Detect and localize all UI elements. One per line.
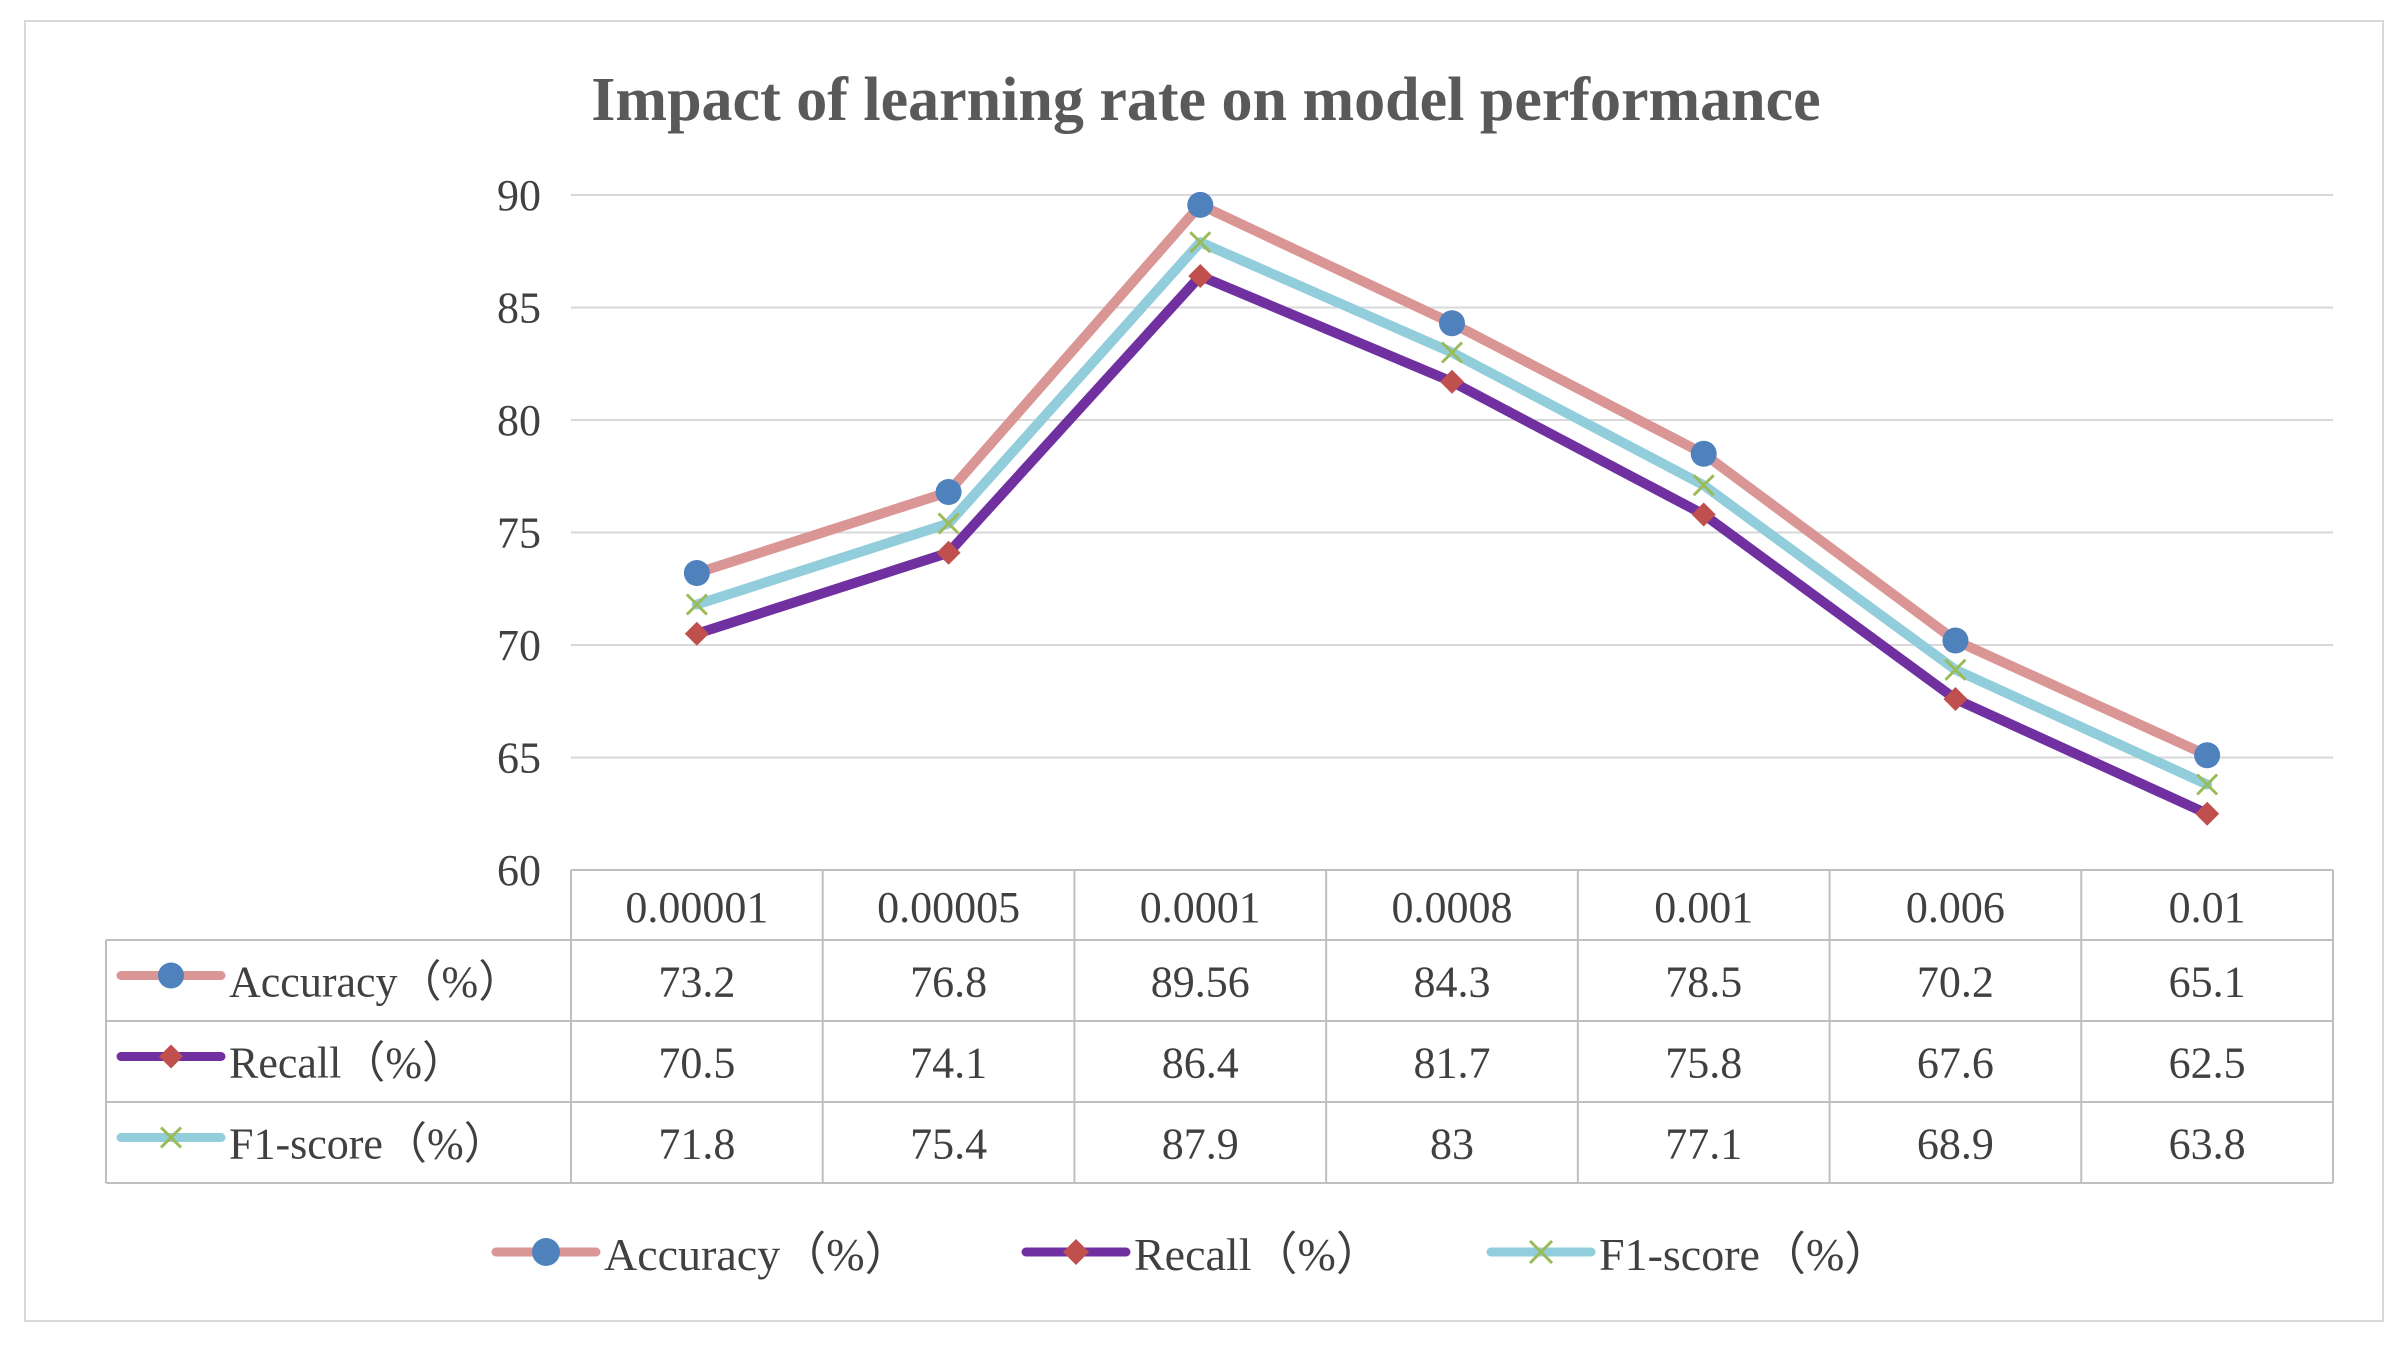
data-point — [937, 512, 960, 535]
table-value-cell: 70.5 — [658, 1039, 735, 1088]
data-point — [1440, 341, 1464, 364]
table-value-cell: 65.1 — [2169, 958, 2246, 1007]
y-tick-label: 75 — [497, 509, 541, 558]
data-point — [683, 560, 710, 586]
x-category-label: 0.00001 — [625, 883, 768, 932]
y-tick-label: 65 — [497, 734, 541, 783]
table-value-cell: 75.4 — [910, 1120, 987, 1169]
data-point — [1690, 440, 1717, 467]
data-point — [2194, 742, 2221, 769]
table-series-name: Accuracy（%） — [229, 958, 522, 1007]
table-value-cell: 67.6 — [1917, 1039, 1994, 1088]
data-point — [936, 540, 961, 565]
legend-key-marker — [532, 1238, 560, 1266]
table-value-cell: 81.7 — [1414, 1039, 1491, 1088]
data-point — [1439, 310, 1465, 337]
table-series-name: F1-score（%） — [229, 1120, 508, 1169]
legend-label: Accuracy（%） — [604, 1229, 911, 1280]
table-key-marker — [158, 962, 184, 989]
chart-title: Impact of learning rate on model perform… — [591, 66, 1820, 134]
table-value-cell: 71.8 — [658, 1120, 735, 1169]
x-category-label: 0.00005 — [877, 883, 1020, 932]
data-point — [2195, 801, 2220, 826]
table-value-cell: 83 — [1430, 1120, 1474, 1169]
table-value-cell: 78.5 — [1665, 958, 1742, 1007]
legend-label: Recall（%） — [1134, 1229, 1382, 1280]
y-tick-label: 60 — [497, 846, 541, 895]
series-line-accuracy — [691, 199, 2213, 761]
table-value-cell: 76.8 — [910, 958, 987, 1007]
data-point — [1440, 369, 1464, 394]
table-value-cell: 86.4 — [1162, 1039, 1239, 1088]
table-value-cell: 73.2 — [658, 958, 735, 1007]
y-tick-label: 85 — [497, 284, 541, 333]
chart-frame: Impact of learning rate on model perform… — [24, 20, 2384, 1322]
line-chart: Impact of learning rate on model perform… — [105, 66, 2334, 1280]
table-value-cell: 89.56 — [1151, 958, 1250, 1007]
x-category-label: 0.001 — [1654, 883, 1753, 932]
table-value-cell: 74.1 — [910, 1039, 987, 1088]
table-key-marker — [159, 1126, 183, 1149]
legend-key-marker — [1528, 1239, 1554, 1265]
table-value-cell: 87.9 — [1162, 1120, 1239, 1169]
x-category-label: 0.01 — [2169, 883, 2246, 932]
data-point — [684, 621, 709, 646]
legend-label: F1-score（%） — [1599, 1229, 1890, 1280]
legend-key-marker — [1063, 1239, 1089, 1265]
table-value-cell: 68.9 — [1917, 1120, 1994, 1169]
data-point — [1691, 502, 1716, 527]
table-value-cell: 62.5 — [2169, 1039, 2246, 1088]
y-tick-label: 90 — [497, 171, 541, 220]
data-point — [935, 479, 962, 505]
data-point — [1187, 191, 1214, 218]
table-series-name: Recall（%） — [229, 1039, 466, 1088]
table-value-cell: 77.1 — [1665, 1120, 1742, 1169]
table-value-cell: 75.8 — [1665, 1039, 1742, 1088]
table-value-cell: 70.2 — [1917, 958, 1994, 1007]
data-point — [1189, 231, 1212, 254]
table-value-cell: 63.8 — [2169, 1120, 2246, 1169]
data-point — [685, 593, 708, 616]
data-point — [1942, 627, 1969, 654]
x-category-label: 0.006 — [1906, 883, 2005, 932]
table-value-cell: 84.3 — [1414, 958, 1491, 1007]
table-key-marker — [159, 1044, 183, 1069]
data-point — [2196, 773, 2219, 796]
x-category-label: 0.0008 — [1392, 883, 1513, 932]
data-point — [1944, 658, 1967, 681]
y-tick-label: 80 — [497, 396, 541, 445]
data-point — [1188, 264, 1213, 288]
y-tick-label: 70 — [497, 621, 541, 670]
x-category-label: 0.0001 — [1140, 883, 1261, 932]
data-point — [1943, 687, 1968, 711]
data-point — [1692, 474, 1715, 497]
